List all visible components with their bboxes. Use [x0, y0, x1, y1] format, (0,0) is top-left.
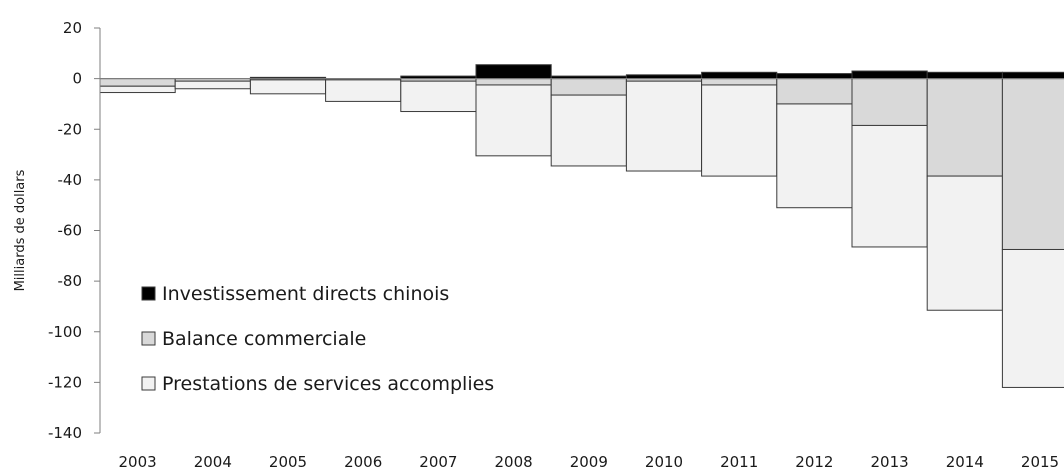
legend-label-0: Investissement directs chinois	[162, 283, 449, 305]
bar-2009-series-1	[550, 78, 627, 96]
x-tick-label: 2006	[344, 453, 382, 471]
bar-2004-series-2	[174, 80, 251, 90]
bar-2003-series-1	[99, 78, 176, 87]
x-tick-label: 2015	[1021, 453, 1059, 471]
bar-2012-series-2	[776, 103, 853, 209]
bar-2010-series-2	[625, 80, 703, 172]
y-tick-label: -60	[58, 222, 83, 240]
bar-2005-series-2	[249, 79, 327, 95]
legend-swatch-2	[141, 376, 156, 391]
bar-2012-series-0	[776, 73, 853, 80]
legend-swatch-0	[141, 286, 156, 301]
x-tick-label: 2010	[645, 453, 683, 471]
bar-2014-series-1	[926, 78, 1003, 177]
bar-2013-series-0	[851, 70, 928, 80]
x-tick-label: 2003	[119, 453, 157, 471]
bar-2014-series-2	[926, 175, 1003, 311]
x-tick-label: 2013	[871, 453, 909, 471]
bar-2012-series-1	[776, 78, 853, 105]
bar-2008-series-0	[475, 64, 552, 80]
bar-2015-series-1	[1001, 78, 1064, 250]
bar-2011-series-2	[701, 84, 778, 177]
y-tick-label: -120	[48, 373, 82, 391]
bar-2015-series-2	[1001, 248, 1064, 388]
bar-2008-series-2	[475, 84, 552, 157]
x-tick-label: 2012	[795, 453, 833, 471]
y-tick-label: -100	[48, 323, 82, 341]
bar-2003-series-2	[99, 85, 176, 94]
bar-2011-series-1	[701, 78, 778, 86]
y-tick-label: 20	[63, 19, 82, 37]
bar-2014-series-0	[926, 71, 1003, 80]
axis-layer: 20 0 -20 -40 -60 -80 -100 -120 -140 2003 2004 2005 2…	[13, 19, 1064, 471]
y-tick-label: -20	[58, 120, 83, 138]
bar-2007-series-2	[400, 80, 477, 113]
legend-label-1: Balance commerciale	[162, 328, 366, 350]
bar-2013-series-2	[851, 124, 928, 248]
bar-2008-series-1	[475, 78, 552, 86]
x-tick-label: 2014	[946, 453, 984, 471]
y-tick-label: 0	[72, 70, 82, 88]
bar-2015-series-0	[1001, 71, 1064, 80]
y-axis-title: Milliards de dollars	[13, 169, 28, 291]
x-tick-label: 2008	[495, 453, 533, 471]
y-tick-label: -80	[58, 272, 83, 290]
bars-layer	[99, 64, 1064, 388]
legend: Investissement directs chinois Balance co…	[141, 283, 494, 395]
bar-2011-series-0	[701, 71, 778, 80]
x-tick-label: 2005	[269, 453, 307, 471]
bar-2006-series-2	[325, 79, 402, 102]
legend-label-2: Prestations de services accomplies	[162, 373, 494, 395]
x-tick-label: 2009	[570, 453, 608, 471]
bar-2010-series-0	[625, 74, 703, 80]
x-tick-label: 2004	[194, 453, 232, 471]
bar-2013-series-1	[851, 78, 928, 126]
bar-2009-series-2	[550, 94, 627, 167]
y-tick-label: -40	[58, 171, 83, 189]
x-tick-label: 2007	[419, 453, 457, 471]
y-tick-label: -140	[48, 424, 82, 442]
legend-swatch-1	[141, 331, 156, 346]
x-tick-label: 2011	[720, 453, 758, 471]
